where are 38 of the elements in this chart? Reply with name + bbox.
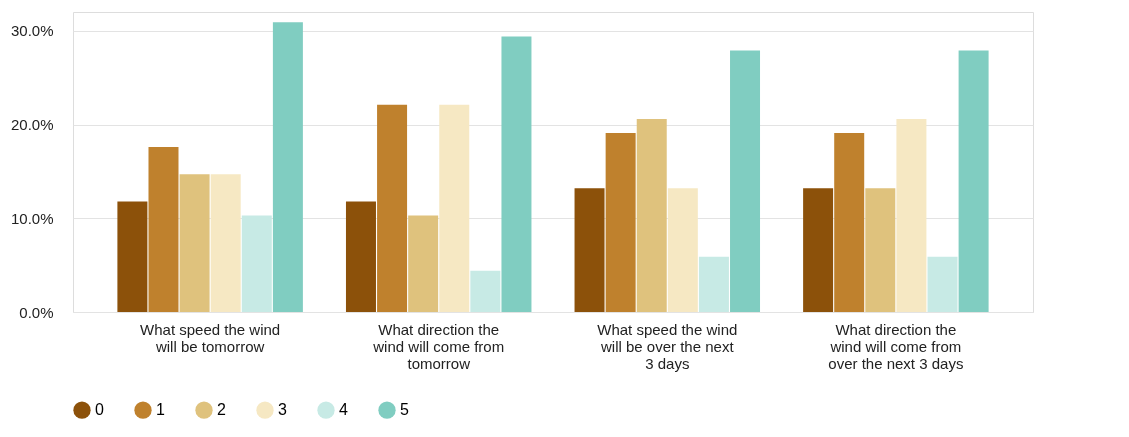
y-tick-label: 10.0% bbox=[10, 209, 54, 227]
bar bbox=[210, 174, 241, 312]
legend-label: 4 bbox=[339, 401, 348, 419]
x-tick-label: What speed the wind will be tomorrow bbox=[140, 320, 281, 355]
bar bbox=[501, 36, 532, 312]
bar bbox=[439, 104, 470, 312]
legend-label: 5 bbox=[400, 401, 409, 419]
legend-label: 1 bbox=[156, 401, 165, 419]
bar bbox=[605, 132, 636, 312]
bar bbox=[958, 50, 989, 312]
x-tick-label: What direction the wind will come from over the next 3 days bbox=[828, 320, 964, 372]
legend-label: 2 bbox=[217, 401, 226, 419]
bar bbox=[927, 256, 958, 312]
bar bbox=[730, 50, 761, 312]
bar bbox=[408, 215, 439, 312]
bar bbox=[834, 132, 865, 312]
y-tick-label: 0.0% bbox=[19, 303, 54, 321]
bar bbox=[148, 147, 179, 312]
bar bbox=[345, 201, 376, 312]
bar bbox=[803, 188, 834, 312]
bar bbox=[377, 104, 408, 312]
bar bbox=[896, 118, 927, 312]
bar bbox=[272, 22, 303, 312]
y-tick-label: 20.0% bbox=[10, 116, 54, 133]
x-tick-label: What direction the wind will come from tomorrow bbox=[372, 320, 505, 372]
bar bbox=[470, 270, 501, 312]
bar bbox=[117, 201, 148, 312]
bar bbox=[667, 188, 698, 312]
bar bbox=[179, 174, 210, 312]
bar bbox=[865, 188, 896, 312]
legend-label: 0 bbox=[95, 401, 104, 419]
x-tick-label: What speed the wind will be over the next 3 days bbox=[597, 320, 738, 372]
y-tick-label: 30.0% bbox=[10, 22, 54, 40]
bar bbox=[574, 188, 605, 312]
bar bbox=[241, 215, 272, 312]
bar bbox=[698, 256, 729, 312]
bar bbox=[636, 118, 667, 312]
legend-label: 3 bbox=[278, 401, 287, 419]
